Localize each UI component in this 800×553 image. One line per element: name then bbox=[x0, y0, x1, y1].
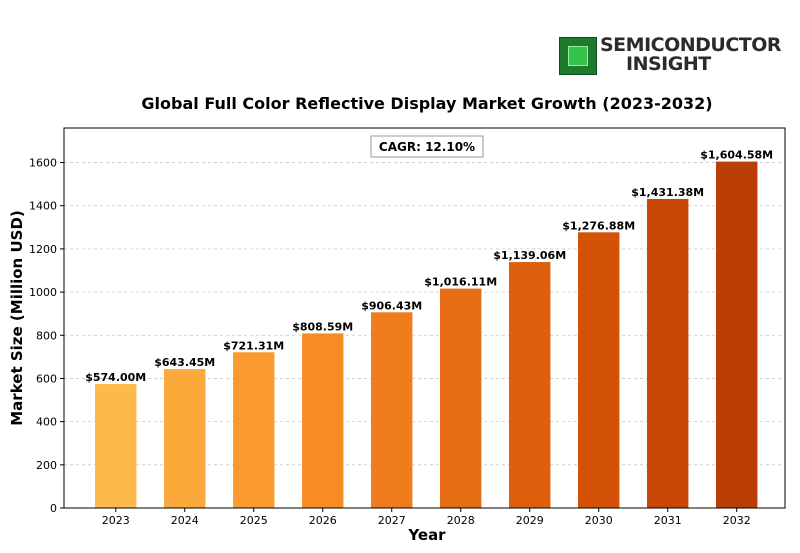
y-tick-label: 400 bbox=[36, 416, 57, 429]
x-tick-label-2028: 2028 bbox=[447, 514, 475, 527]
data-labels: $574.00M $643.45M $721.31M $808.59M $906.43M… bbox=[85, 149, 773, 385]
bar-2028 bbox=[440, 288, 482, 508]
x-tick-label-2026: 2026 bbox=[309, 514, 337, 527]
x-tick-label-2025: 2025 bbox=[240, 514, 268, 527]
data-label-2024: $643.45M bbox=[154, 356, 215, 369]
logo-text: SEMICONDUCTOR INSIGHT bbox=[600, 34, 782, 75]
bar-2032 bbox=[716, 161, 758, 509]
y-axis-label: Market Size (Million USD) bbox=[8, 210, 26, 426]
y-tick-label: 1600 bbox=[29, 157, 57, 170]
bar-2027 bbox=[371, 312, 413, 508]
bar-2031 bbox=[647, 198, 689, 509]
data-label-2027: $906.43M bbox=[361, 299, 422, 312]
x-axis-ticks: 2023 2024 2025 2026 2027 2028 2029 2030 2031 2032 bbox=[102, 508, 751, 527]
data-label-2030: $1,276.88M bbox=[562, 219, 635, 232]
bar-2025 bbox=[233, 352, 275, 508]
bar-2029 bbox=[509, 262, 551, 508]
bar-2023 bbox=[95, 384, 137, 508]
plot-frame bbox=[63, 127, 786, 509]
x-tick-label-2031: 2031 bbox=[654, 514, 682, 527]
y-tick-label: 200 bbox=[36, 459, 57, 472]
x-axis-label: Year bbox=[407, 526, 446, 544]
y-tick-label: 600 bbox=[36, 372, 57, 385]
data-label-2029: $1,139.06M bbox=[493, 249, 566, 262]
y-tick-label: 0 bbox=[50, 502, 57, 515]
semiconductor-insight-logo: SEMICONDUCTOR INSIGHT bbox=[559, 36, 782, 77]
y-tick-label: 1200 bbox=[29, 243, 57, 256]
logo-line-2: INSIGHT bbox=[626, 53, 711, 75]
x-tick-label-2027: 2027 bbox=[378, 514, 406, 527]
bars bbox=[95, 161, 758, 509]
data-label-2031: $1,431.38M bbox=[631, 186, 704, 199]
data-label-2026: $808.59M bbox=[292, 320, 353, 333]
x-tick-label-2029: 2029 bbox=[516, 514, 544, 527]
y-tick-label: 1400 bbox=[29, 200, 57, 213]
cagr-annotation: CAGR: 12.10% bbox=[379, 140, 475, 154]
bar-2024 bbox=[164, 369, 206, 508]
chart-title: Global Full Color Reflective Display Mar… bbox=[141, 94, 712, 113]
x-tick-label-2032: 2032 bbox=[723, 514, 751, 527]
bar-2030 bbox=[578, 232, 620, 508]
cagr-box bbox=[370, 135, 484, 158]
data-label-2023: $574.00M bbox=[85, 371, 146, 384]
data-label-2028: $1,016.11M bbox=[424, 276, 497, 289]
y-tick-label: 800 bbox=[36, 329, 57, 342]
bar-2026 bbox=[302, 333, 344, 508]
data-label-2025: $721.31M bbox=[223, 339, 284, 352]
x-tick-label-2023: 2023 bbox=[102, 514, 130, 527]
x-tick-label-2030: 2030 bbox=[585, 514, 613, 527]
chip-icon bbox=[559, 37, 597, 75]
y-tick-label: 1000 bbox=[29, 286, 57, 299]
y-axis-ticks: 0 200 400 600 800 1000 1200 1400 1600 bbox=[29, 157, 64, 515]
data-label-2032: $1,604.58M bbox=[700, 149, 773, 162]
logo-line-1: SEMICONDUCTOR bbox=[600, 34, 782, 56]
x-tick-label-2024: 2024 bbox=[171, 514, 199, 527]
